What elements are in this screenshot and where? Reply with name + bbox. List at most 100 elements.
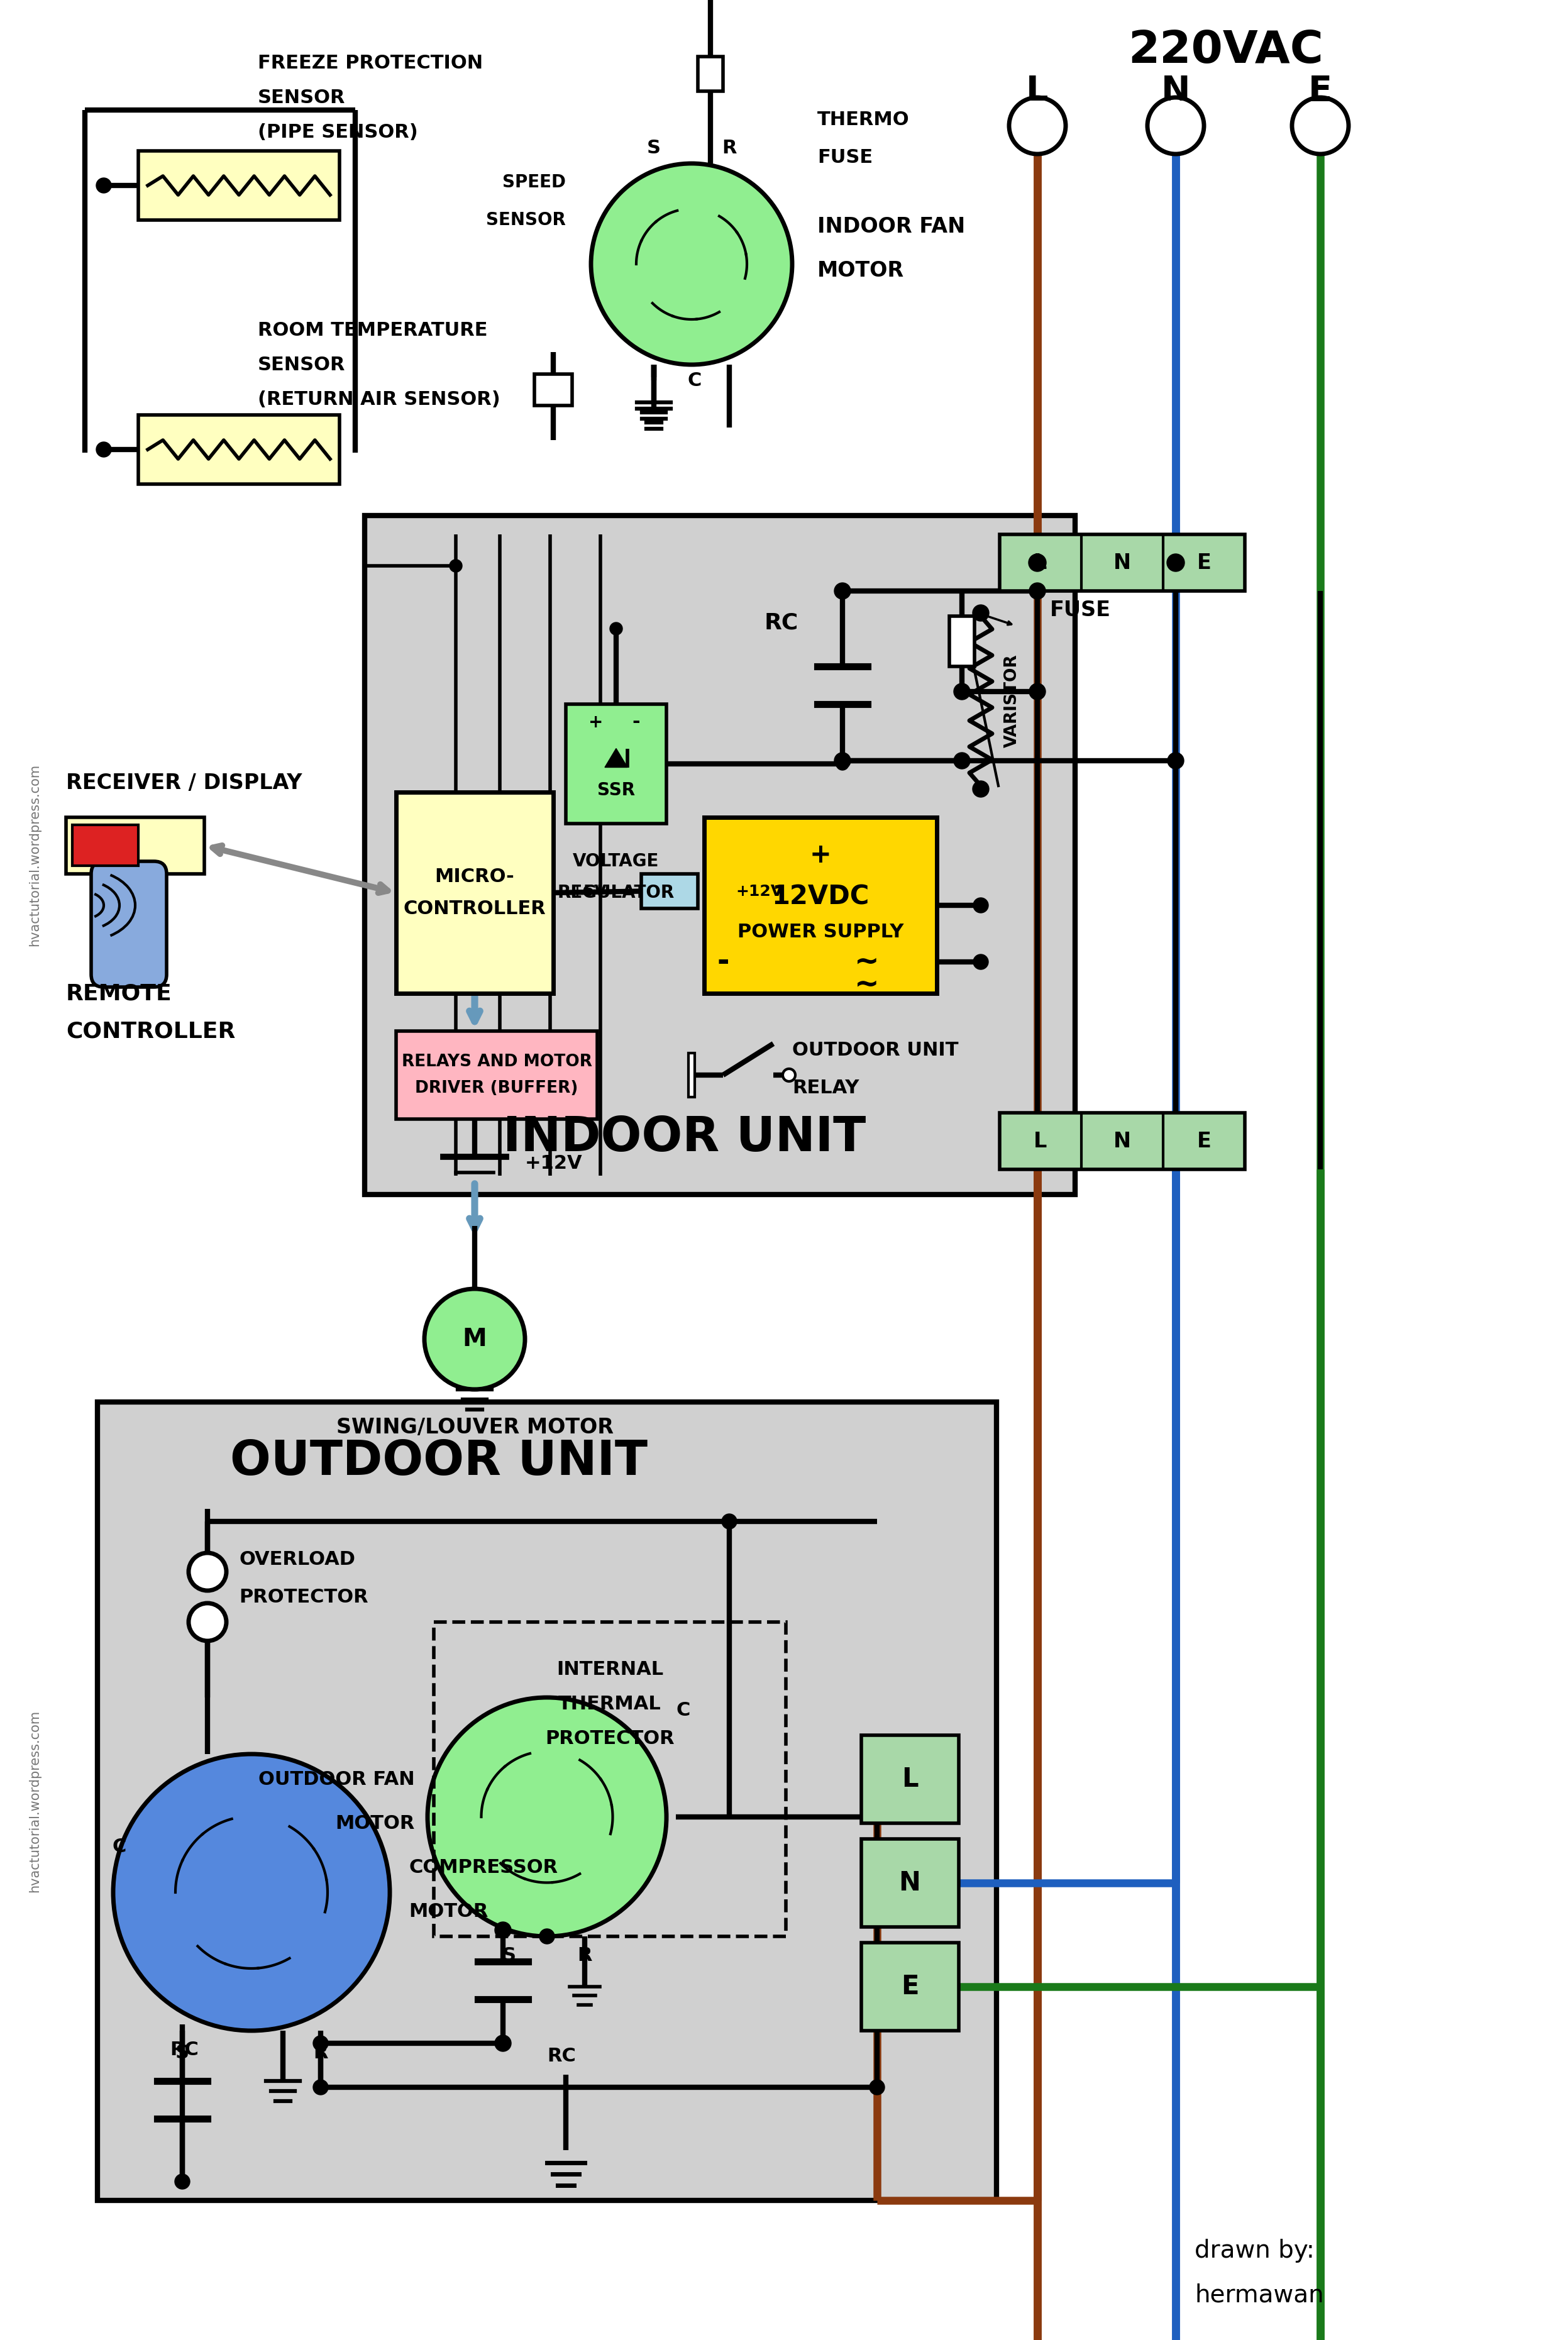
Circle shape <box>314 2036 328 2050</box>
Text: OUTDOOR UNIT: OUTDOOR UNIT <box>792 1041 958 1060</box>
Text: OUTDOOR UNIT: OUTDOOR UNIT <box>230 1439 648 1486</box>
Circle shape <box>96 178 111 192</box>
Text: SWING/LOUVER MOTOR: SWING/LOUVER MOTOR <box>336 1416 613 1437</box>
Text: E: E <box>900 1973 919 2001</box>
Text: +5V: +5V <box>571 885 607 899</box>
Bar <box>949 615 974 667</box>
Bar <box>861 1942 958 2031</box>
Bar <box>397 793 554 994</box>
Bar <box>861 1736 958 1823</box>
Circle shape <box>425 1289 525 1390</box>
Circle shape <box>1168 753 1184 770</box>
Text: C: C <box>688 372 702 388</box>
Circle shape <box>428 1696 666 1938</box>
Text: VOLTAGE: VOLTAGE <box>572 852 659 870</box>
Bar <box>688 1053 695 1097</box>
Text: L: L <box>1025 75 1049 108</box>
Text: S: S <box>648 138 660 157</box>
Bar <box>698 56 723 91</box>
Text: REGULATOR: REGULATOR <box>558 885 674 901</box>
Text: FUSE: FUSE <box>1051 599 1112 620</box>
Bar <box>365 515 1076 1193</box>
Circle shape <box>1010 98 1066 154</box>
Text: 220VAC: 220VAC <box>1129 28 1323 73</box>
Text: CONTROLLER: CONTROLLER <box>403 899 546 917</box>
Text: CONTROLLER: CONTROLLER <box>66 1020 235 1041</box>
Circle shape <box>188 1603 226 1640</box>
Text: OVERLOAD: OVERLOAD <box>238 1549 356 1568</box>
Circle shape <box>113 1755 390 2031</box>
Text: SPEED: SPEED <box>502 173 566 192</box>
Circle shape <box>1292 98 1348 154</box>
Circle shape <box>870 2080 884 2094</box>
Text: INDOOR FAN: INDOOR FAN <box>817 215 966 236</box>
Text: L: L <box>1033 1130 1047 1151</box>
Text: C: C <box>676 1701 690 1720</box>
Text: ~: ~ <box>855 971 880 999</box>
Circle shape <box>974 899 988 913</box>
Circle shape <box>834 583 851 599</box>
Circle shape <box>953 683 971 700</box>
Bar <box>66 817 204 873</box>
Text: DRIVER (BUFFER): DRIVER (BUFFER) <box>416 1081 579 1097</box>
Text: N: N <box>898 1870 920 1895</box>
Text: hvactutorial.wordpress.com: hvactutorial.wordpress.com <box>28 1711 41 1893</box>
Text: 12VDC: 12VDC <box>771 882 869 910</box>
Circle shape <box>591 164 792 365</box>
Text: MOTOR: MOTOR <box>336 1814 416 1832</box>
Text: ~: ~ <box>855 948 880 976</box>
Text: E: E <box>1196 1130 1210 1151</box>
Circle shape <box>174 2174 190 2190</box>
Text: -: - <box>717 948 729 976</box>
Bar <box>566 704 666 824</box>
Text: RELAYS AND MOTOR: RELAYS AND MOTOR <box>401 1053 593 1069</box>
Text: THERMO: THERMO <box>817 110 909 129</box>
Circle shape <box>314 2080 328 2094</box>
Text: +: + <box>809 842 831 868</box>
Bar <box>535 374 572 405</box>
Text: SENSOR: SENSOR <box>257 356 345 374</box>
Text: REMOTE: REMOTE <box>66 983 172 1004</box>
Text: hvactutorial.wordpress.com: hvactutorial.wordpress.com <box>28 763 41 945</box>
Text: PROTECTOR: PROTECTOR <box>238 1589 368 1605</box>
Text: INTERNAL: INTERNAL <box>557 1659 663 1678</box>
Text: L: L <box>1033 552 1047 573</box>
Text: THERMAL: THERMAL <box>558 1694 662 1713</box>
Text: E: E <box>1308 75 1333 108</box>
Text: N: N <box>1160 75 1190 108</box>
Text: SENSOR: SENSOR <box>257 89 345 108</box>
Circle shape <box>96 442 111 456</box>
Text: SSR: SSR <box>597 782 635 798</box>
Text: RECEIVER / DISPLAY: RECEIVER / DISPLAY <box>66 772 303 793</box>
Bar <box>1000 1114 1245 1170</box>
Bar <box>434 1622 786 1938</box>
Text: E: E <box>1196 552 1210 573</box>
Circle shape <box>721 1514 737 1528</box>
Polygon shape <box>605 749 627 768</box>
Text: S: S <box>176 2043 190 2062</box>
Circle shape <box>1029 683 1046 700</box>
Circle shape <box>972 782 989 798</box>
Circle shape <box>782 1069 795 1081</box>
Text: R: R <box>577 1947 593 1963</box>
Circle shape <box>539 1928 555 1945</box>
Text: hermawan: hermawan <box>1195 2284 1323 2307</box>
Bar <box>704 817 936 994</box>
Circle shape <box>972 604 989 620</box>
Bar <box>72 824 138 866</box>
Bar <box>397 1032 597 1119</box>
Text: R: R <box>314 2043 328 2062</box>
Bar <box>138 150 340 220</box>
Text: VARISTOR: VARISTOR <box>1004 655 1021 749</box>
Circle shape <box>1029 583 1046 599</box>
Text: RELAY: RELAY <box>792 1079 859 1097</box>
Circle shape <box>1148 98 1204 154</box>
Circle shape <box>188 1554 226 1591</box>
Text: FUSE: FUSE <box>817 147 873 166</box>
Text: C: C <box>113 1837 127 1856</box>
Bar <box>641 873 698 908</box>
Text: drawn by:: drawn by: <box>1195 2239 1314 2263</box>
Text: POWER SUPPLY: POWER SUPPLY <box>737 922 903 941</box>
Text: M: M <box>463 1327 486 1350</box>
Text: N: N <box>1113 1130 1131 1151</box>
